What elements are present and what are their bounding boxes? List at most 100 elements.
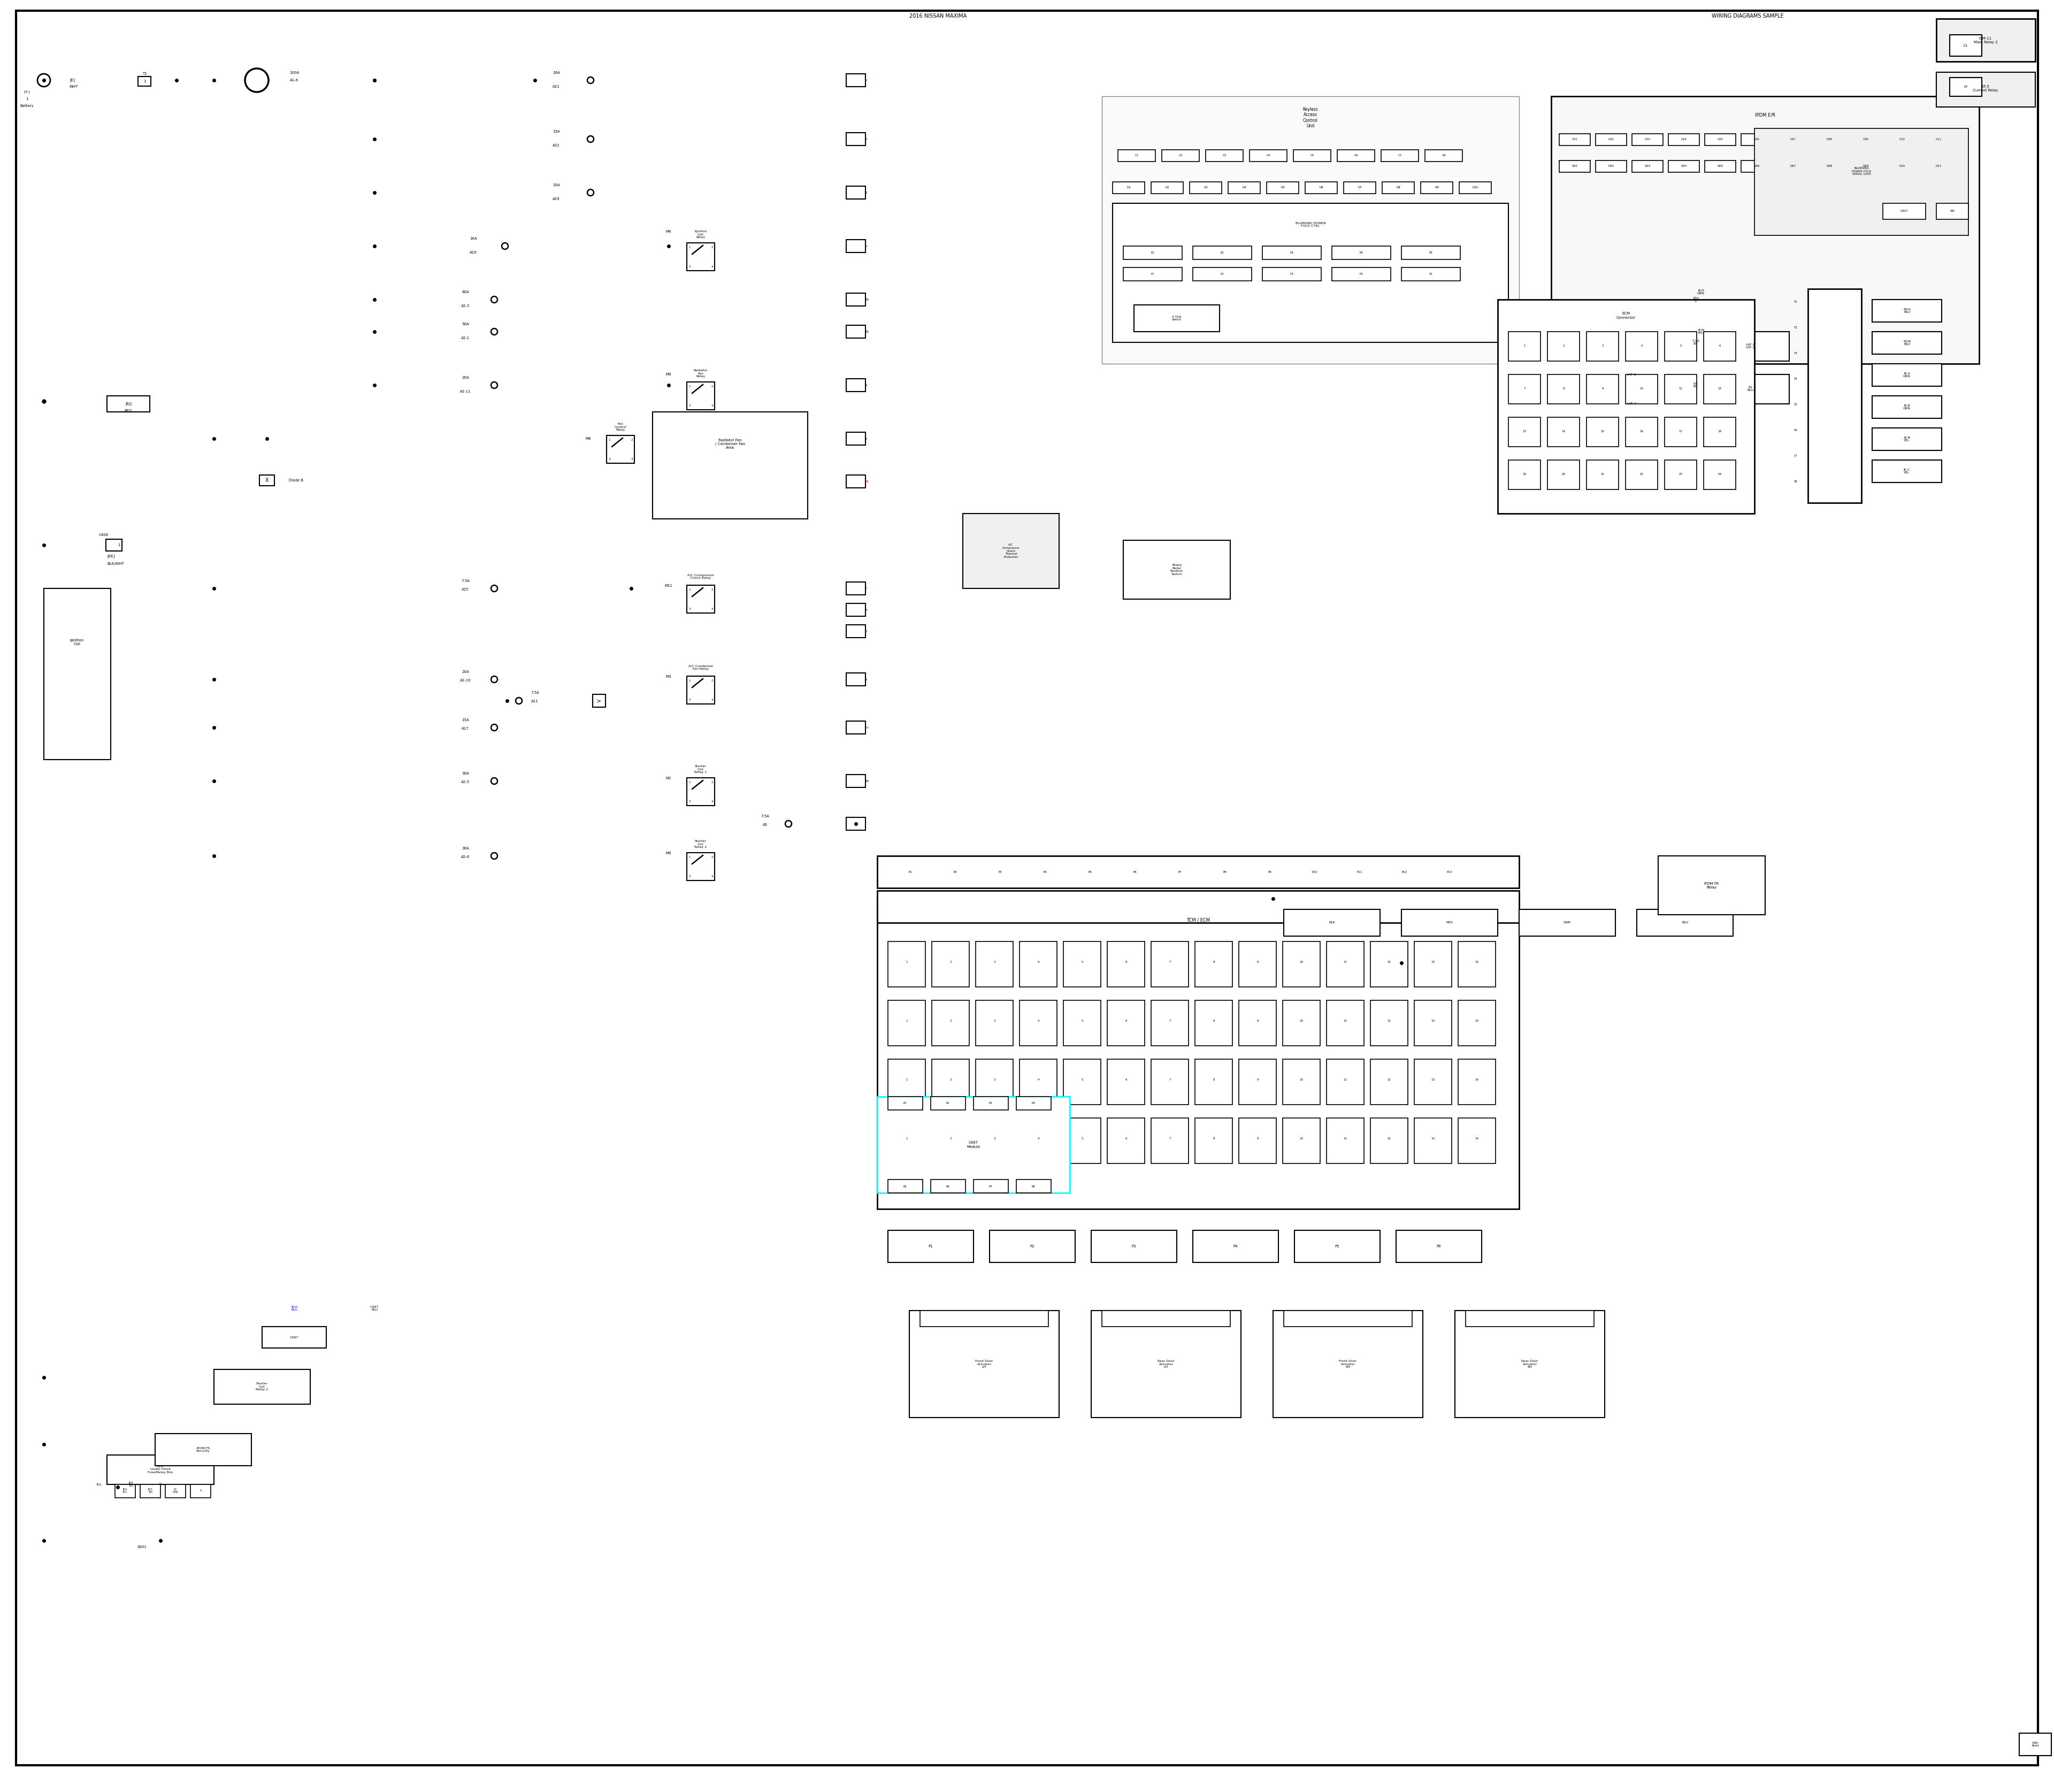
Text: 10: 10 xyxy=(1300,961,1304,962)
Bar xyxy=(1304,181,1337,194)
Text: 1C
C4N: 1C C4N xyxy=(173,1487,179,1495)
Text: A21: A21 xyxy=(553,84,561,88)
Bar xyxy=(1107,941,1144,987)
Text: 10: 10 xyxy=(1300,1020,1304,1021)
Text: IE/A
BLU: IE/A BLU xyxy=(292,1306,298,1312)
Bar xyxy=(1195,1000,1232,1047)
Text: 14: 14 xyxy=(1475,1136,1479,1140)
Text: T8: T8 xyxy=(1793,480,1797,482)
Text: LAF-1
LAF-2: LAF-1 LAF-2 xyxy=(1746,344,1754,349)
Text: C408: C408 xyxy=(99,534,109,536)
Text: WIRING DIAGRAMS SAMPLE: WIRING DIAGRAMS SAMPLE xyxy=(1711,13,1783,18)
Bar xyxy=(976,1059,1013,1104)
Text: BLK: BLK xyxy=(1329,921,1335,925)
Text: 1: 1 xyxy=(144,79,146,82)
Text: Starter
Coil
Relay 2: Starter Coil Relay 2 xyxy=(257,1382,269,1391)
Text: C09: C09 xyxy=(1863,138,1869,142)
Bar xyxy=(1124,539,1230,599)
Bar xyxy=(976,1000,1013,1047)
Text: 11: 11 xyxy=(1343,961,1347,962)
Bar xyxy=(1189,181,1222,194)
Bar xyxy=(1547,332,1580,360)
Text: E5/A
BLU: E5/A BLU xyxy=(1904,308,1910,314)
Text: Battery: Battery xyxy=(21,104,33,108)
Text: 13: 13 xyxy=(1432,1136,1436,1140)
Text: D08: D08 xyxy=(1826,165,1832,168)
Text: D05: D05 xyxy=(1717,165,1723,168)
Bar xyxy=(115,1484,136,1498)
Bar xyxy=(1091,1310,1241,1417)
Text: 21: 21 xyxy=(1600,473,1604,477)
Bar xyxy=(1113,202,1508,342)
Bar xyxy=(1508,332,1540,360)
Circle shape xyxy=(491,296,497,303)
Bar xyxy=(1195,941,1232,987)
Circle shape xyxy=(785,821,791,826)
Bar xyxy=(1467,1310,1594,1326)
Text: 1: 1 xyxy=(117,543,119,547)
Text: C05: C05 xyxy=(1717,138,1723,142)
Text: M3: M3 xyxy=(665,676,672,679)
Text: F1: F1 xyxy=(1150,272,1154,276)
Text: D9: D9 xyxy=(1434,186,1438,190)
Bar xyxy=(1150,1000,1189,1047)
Bar xyxy=(1886,161,1918,172)
Text: P1: P1 xyxy=(904,1102,908,1104)
Text: 15A: 15A xyxy=(553,131,561,133)
Text: 14: 14 xyxy=(1561,430,1565,434)
Bar xyxy=(1871,428,1941,450)
Bar xyxy=(1454,1310,1604,1417)
Circle shape xyxy=(491,853,497,858)
Bar xyxy=(1150,181,1183,194)
Bar xyxy=(933,1118,969,1163)
Text: P8: P8 xyxy=(1031,1185,1035,1188)
Bar xyxy=(1633,161,1664,172)
Text: C7: C7 xyxy=(1399,154,1401,158)
Bar xyxy=(1596,134,1627,145)
Text: C8: C8 xyxy=(1442,154,1446,158)
Bar xyxy=(1150,1118,1189,1163)
Bar xyxy=(1134,305,1220,332)
Text: P3: P3 xyxy=(1132,1245,1136,1247)
Circle shape xyxy=(491,328,497,335)
Bar xyxy=(43,588,111,760)
Text: Fan
Control
Relay: Fan Control Relay xyxy=(614,423,626,432)
Text: P7: P7 xyxy=(1179,871,1181,873)
Bar xyxy=(1282,1118,1321,1163)
Text: D01: D01 xyxy=(1571,165,1577,168)
Text: 7.5A: 7.5A xyxy=(460,579,470,582)
Bar xyxy=(846,774,865,787)
Text: [EJ]: [EJ] xyxy=(125,401,131,405)
Text: IE/L: IE/L xyxy=(97,1484,101,1486)
Bar xyxy=(846,432,865,444)
Bar xyxy=(1017,1179,1052,1193)
Bar xyxy=(1415,941,1452,987)
Text: C11: C11 xyxy=(1935,138,1941,142)
Bar xyxy=(1019,1059,1058,1104)
Circle shape xyxy=(587,190,594,195)
Text: BLURRING POWER
FOLD CTRL: BLURRING POWER FOLD CTRL xyxy=(1296,222,1325,228)
Text: 11: 11 xyxy=(1343,1020,1347,1021)
Text: D6: D6 xyxy=(1319,186,1323,190)
Text: 54: 54 xyxy=(865,726,869,729)
Text: D4: D4 xyxy=(1243,186,1247,190)
Bar xyxy=(877,1097,1070,1193)
Bar xyxy=(877,857,1520,889)
Text: E4: E4 xyxy=(1360,251,1364,254)
Text: 2016 NISSAN MAXIMA: 2016 NISSAN MAXIMA xyxy=(910,13,967,18)
Bar xyxy=(1327,1118,1364,1163)
Text: C08: C08 xyxy=(1826,138,1832,142)
Bar xyxy=(1195,1059,1232,1104)
Bar xyxy=(1559,161,1590,172)
Bar xyxy=(686,244,715,271)
Text: E5
BLU: E5 BLU xyxy=(1748,385,1754,392)
Text: 18: 18 xyxy=(1717,430,1721,434)
Text: T1: T1 xyxy=(1793,301,1797,303)
Bar xyxy=(1337,151,1374,161)
Text: GND
Point: GND Point xyxy=(2031,1742,2040,1747)
Bar xyxy=(263,1326,327,1348)
Bar xyxy=(140,1484,160,1498)
Text: P12: P12 xyxy=(1403,871,1407,873)
Bar xyxy=(1637,909,1734,935)
Circle shape xyxy=(491,676,497,683)
